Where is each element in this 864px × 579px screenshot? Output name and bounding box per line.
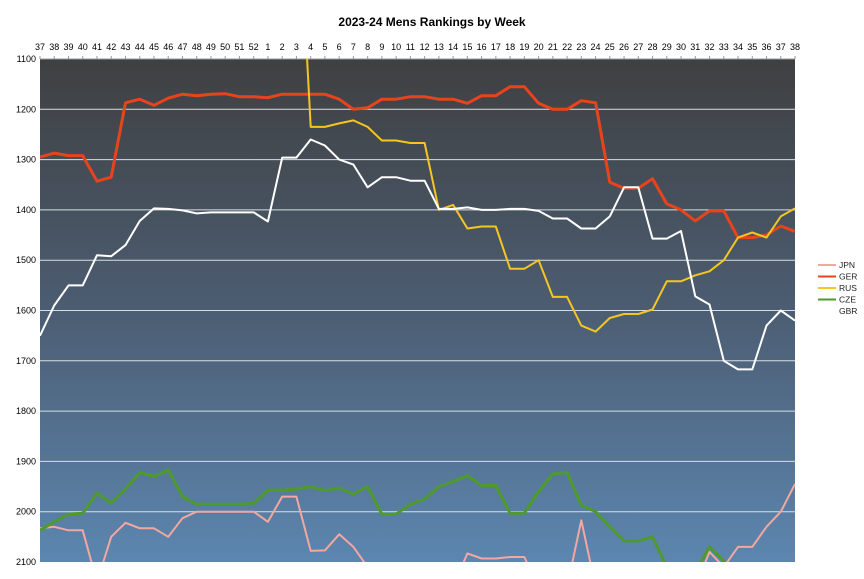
series-line-jpn — [40, 483, 795, 562]
x-tick-label: 35 — [747, 42, 757, 52]
y-tick-label: 1800 — [16, 406, 36, 416]
y-tick-label: 1900 — [16, 456, 36, 466]
x-tick-label: 30 — [676, 42, 686, 52]
x-tick-label: 14 — [448, 42, 458, 52]
series-line-rus — [306, 59, 795, 333]
x-tick-label: 15 — [462, 42, 472, 52]
x-tick-label: 9 — [379, 42, 384, 52]
x-tick-label: 23 — [576, 42, 586, 52]
x-tick-label: 29 — [662, 42, 672, 52]
x-tick-label: 36 — [762, 42, 772, 52]
x-tick-label: 20 — [534, 42, 544, 52]
x-tick-label: 41 — [92, 42, 102, 52]
x-tick-label: 7 — [351, 42, 356, 52]
y-tick-label: 1500 — [16, 255, 36, 265]
legend-label-jpn: JPN — [839, 260, 855, 270]
y-tick-label: 2000 — [16, 507, 36, 517]
x-tick-label: 45 — [149, 42, 159, 52]
y-tick-label: 1600 — [16, 306, 36, 316]
series-line-gbr — [40, 138, 795, 371]
x-tick-label: 10 — [391, 42, 401, 52]
x-tick-label: 40 — [78, 42, 88, 52]
series-line-ger — [40, 85, 795, 240]
x-tick-label: 39 — [63, 42, 73, 52]
x-tick-label: 34 — [733, 42, 743, 52]
x-tick-label: 42 — [106, 42, 116, 52]
x-tick-label: 13 — [434, 42, 444, 52]
x-tick-label: 17 — [491, 42, 501, 52]
legend-label-cze: CZE — [839, 295, 856, 305]
x-tick-label: 51 — [234, 42, 244, 52]
x-tick-label: 46 — [163, 42, 173, 52]
x-tick-label: 5 — [322, 42, 327, 52]
x-tick-label: 4 — [308, 42, 313, 52]
x-tick-label: 48 — [192, 42, 202, 52]
y-tick-label: 1300 — [16, 155, 36, 165]
chart-title: 2023-24 Mens Rankings by Week — [338, 15, 526, 29]
x-tick-label: 16 — [477, 42, 487, 52]
y-tick-label: 1400 — [16, 205, 36, 215]
x-tick-label: 50 — [220, 42, 230, 52]
x-tick-label: 26 — [619, 42, 629, 52]
x-tick-label: 21 — [548, 42, 558, 52]
x-tick-label: 24 — [591, 42, 601, 52]
y-tick-label: 1700 — [16, 356, 36, 366]
x-tick-label: 27 — [633, 42, 643, 52]
x-tick-label: 3 — [294, 42, 299, 52]
x-tick-label: 22 — [562, 42, 572, 52]
x-tick-label: 6 — [337, 42, 342, 52]
x-tick-label: 31 — [690, 42, 700, 52]
x-tick-label: 33 — [719, 42, 729, 52]
x-tick-label: 2 — [280, 42, 285, 52]
x-tick-label: 38 — [49, 42, 59, 52]
x-tick-label: 49 — [206, 42, 216, 52]
x-tick-label: 19 — [519, 42, 529, 52]
y-tick-label: 1200 — [16, 104, 36, 114]
x-tick-label: 25 — [605, 42, 615, 52]
y-tick-label: 1100 — [17, 54, 36, 64]
x-tick-label: 43 — [120, 42, 130, 52]
x-tick-label: 52 — [249, 42, 259, 52]
x-tick-label: 37 — [776, 42, 786, 52]
series-line-cze — [40, 468, 727, 562]
legend-label-gbr: GBR — [839, 306, 857, 316]
x-tick-label: 8 — [365, 42, 370, 52]
x-tick-label: 47 — [177, 42, 187, 52]
x-tick-label: 12 — [420, 42, 430, 52]
x-tick-label: 1 — [265, 42, 270, 52]
x-tick-label: 11 — [406, 42, 415, 52]
x-tick-label: 44 — [135, 42, 145, 52]
x-tick-label: 38 — [790, 42, 800, 52]
y-tick-label: 2100 — [16, 557, 36, 567]
legend-label-rus: RUS — [839, 283, 857, 293]
x-tick-label: 18 — [505, 42, 515, 52]
x-tick-label: 32 — [705, 42, 715, 52]
x-tick-label: 37 — [35, 42, 45, 52]
legend-label-ger: GER — [839, 272, 857, 282]
x-tick-label: 28 — [648, 42, 658, 52]
